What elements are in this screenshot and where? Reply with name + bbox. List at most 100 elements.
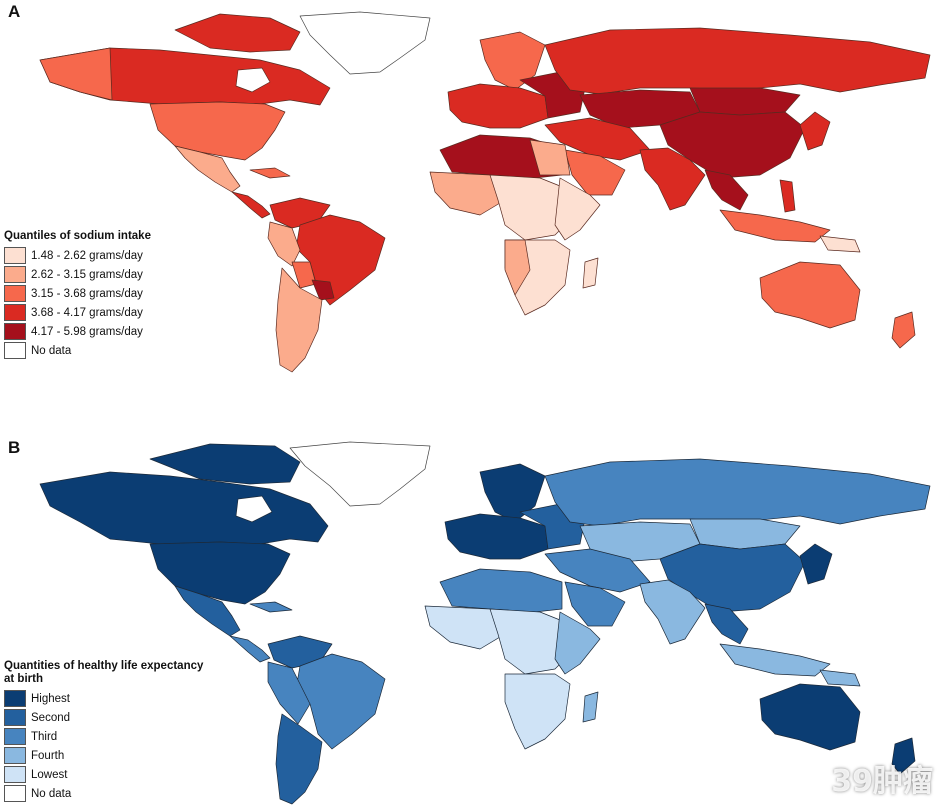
legend-item: Highest xyxy=(4,689,203,708)
legend-label: Highest xyxy=(31,692,70,705)
region-usa xyxy=(149,541,291,605)
legend-swatch xyxy=(4,304,26,321)
legend-swatch xyxy=(4,323,26,340)
region-canada-islands xyxy=(174,13,301,53)
region-north-africa xyxy=(439,568,563,613)
region-central-africa xyxy=(489,174,576,241)
region-mexico xyxy=(174,585,241,637)
region-argentina-chile xyxy=(275,267,323,373)
legend-item: 3.68 - 4.17 grams/day xyxy=(4,303,151,322)
region-indonesia xyxy=(719,643,831,677)
region-peru-bolivia xyxy=(267,661,311,725)
region-western-europe xyxy=(444,513,549,560)
region-russia xyxy=(544,458,931,527)
region-turkey-iran xyxy=(544,117,651,161)
legend-item: Third xyxy=(4,727,203,746)
legend-swatch xyxy=(4,342,26,359)
region-new-zealand xyxy=(891,737,916,775)
region-hudson-bay xyxy=(235,495,273,523)
region-central-america xyxy=(229,635,271,663)
region-papua xyxy=(819,235,861,253)
life-expectancy-world-map xyxy=(39,441,931,805)
legend-title-line: Quantities of healthy life expectancy xyxy=(4,660,204,672)
region-peru xyxy=(267,221,301,267)
legend-item: No data xyxy=(4,341,151,360)
region-central-america xyxy=(231,191,271,219)
region-brazil xyxy=(295,214,386,306)
legend-label: 1.48 - 2.62 grams/day xyxy=(31,249,143,262)
region-madagascar xyxy=(582,257,599,289)
region-mexico xyxy=(174,145,241,193)
legend-label: 4.17 - 5.98 grams/day xyxy=(31,325,143,338)
legend-swatch xyxy=(4,785,26,802)
legend-item: Fourth xyxy=(4,746,203,765)
region-mongolia xyxy=(689,87,801,116)
region-china xyxy=(659,111,806,179)
watermark: 39肿瘤 xyxy=(831,764,933,799)
region-southeast-asia xyxy=(704,603,749,645)
legend-item: 1.48 - 2.62 grams/day xyxy=(4,246,151,265)
region-greenland xyxy=(289,441,431,507)
region-papua xyxy=(819,669,861,687)
region-central-africa xyxy=(489,608,576,675)
legend-item: 2.62 - 3.15 grams/day xyxy=(4,265,151,284)
legend-label: Third xyxy=(31,730,58,743)
legend-label: No data xyxy=(31,787,72,800)
region-usa xyxy=(149,101,286,161)
panel-letter-a: A xyxy=(8,2,21,21)
region-east-africa xyxy=(554,611,601,675)
legend-swatch xyxy=(4,728,26,745)
region-australia xyxy=(759,683,861,751)
region-new-zealand xyxy=(891,311,916,349)
legend-item: 4.17 - 5.98 grams/day xyxy=(4,322,151,341)
legend-label: 3.68 - 4.17 grams/day xyxy=(31,306,143,319)
region-egypt xyxy=(529,139,571,176)
legend-swatch xyxy=(4,247,26,264)
region-korea-japan xyxy=(799,543,833,585)
region-india xyxy=(639,147,706,211)
region-greenland xyxy=(299,11,431,75)
legend-title: Quantities of healthy life expectancy at… xyxy=(4,660,203,686)
region-indonesia xyxy=(719,209,831,243)
healthy-life-expectancy-map-panel: B Quantities of healthy life expectancy … xyxy=(0,404,943,808)
legend-swatch xyxy=(4,285,26,302)
region-alaska-canada xyxy=(39,471,329,545)
region-caribbean xyxy=(249,601,293,613)
region-southeast-asia xyxy=(704,169,749,211)
legend-swatch xyxy=(4,747,26,764)
region-russia xyxy=(544,27,931,95)
legend-label: Second xyxy=(31,711,71,724)
legend-swatch xyxy=(4,709,26,726)
region-canada-islands xyxy=(149,443,301,485)
region-korea-japan xyxy=(799,111,831,151)
sodium-intake-map-panel: A Quantiles of sodium intake 1.48 - 2.62… xyxy=(0,0,943,400)
legend-swatch xyxy=(4,766,26,783)
region-southern-africa xyxy=(504,673,571,750)
legend-item: Lowest xyxy=(4,765,203,784)
region-madagascar xyxy=(582,691,599,723)
region-western-europe xyxy=(447,83,549,129)
panel-letter-b: B xyxy=(8,438,21,457)
legend-label: Fourth xyxy=(31,749,65,762)
legend-swatch xyxy=(4,690,26,707)
region-arabia xyxy=(564,149,626,196)
legend-label: Lowest xyxy=(31,768,68,781)
legend-item: Second xyxy=(4,708,203,727)
region-angola-namibia xyxy=(504,239,531,296)
region-australia xyxy=(759,261,861,329)
region-turkey-iran xyxy=(544,548,651,593)
legend-title-line: at birth xyxy=(4,673,43,685)
region-arabia xyxy=(564,581,626,627)
legend-item: 3.15 - 3.68 grams/day xyxy=(4,284,151,303)
region-philippines xyxy=(779,179,796,213)
region-east-africa xyxy=(554,177,601,241)
legend-title: Quantiles of sodium intake xyxy=(4,230,151,242)
legend-label: 2.62 - 3.15 grams/day xyxy=(31,268,143,281)
region-paraguay xyxy=(311,279,335,301)
legend-item: No data xyxy=(4,784,203,803)
legend-label: No data xyxy=(31,344,72,357)
sodium-world-map xyxy=(39,11,931,373)
legend-label: 3.15 - 3.68 grams/day xyxy=(31,287,143,300)
region-hudson-bay xyxy=(235,67,271,93)
region-argentina-chile xyxy=(275,713,323,805)
